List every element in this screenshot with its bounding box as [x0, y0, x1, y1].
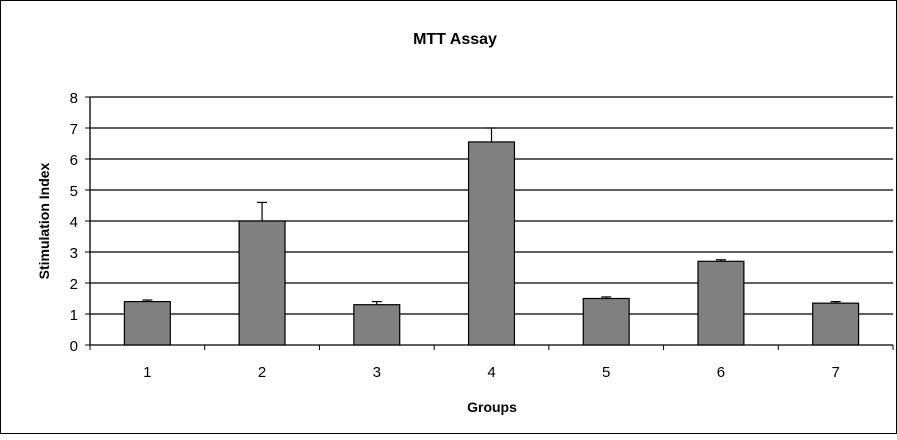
y-tick-label: 4: [70, 214, 78, 231]
x-tick-label: 3: [373, 364, 381, 381]
x-tick-label: 6: [717, 364, 725, 381]
bar: [467, 141, 516, 346]
y-tick-label: 3: [70, 245, 78, 262]
plot-area: 0 1 2 3 4 5 6 7 8 1 2 3 4 5 6 7: [70, 90, 894, 381]
bar: [123, 301, 171, 346]
y-tick-label: 6: [70, 152, 78, 169]
y-tick-label: 1: [70, 307, 78, 324]
y-tick-label: 8: [70, 90, 78, 107]
x-tick-label: 1: [143, 364, 151, 381]
bar: [582, 297, 630, 346]
y-axis-label: Stimulation Index: [36, 162, 52, 279]
y-tick-label: 5: [70, 183, 78, 200]
x-tick-label: 7: [831, 364, 839, 381]
bar: [812, 302, 860, 346]
x-tick-label: 2: [258, 364, 266, 381]
y-tick-label: 2: [70, 276, 78, 293]
chart-title: MTT Assay: [413, 31, 497, 48]
bar: [238, 220, 286, 346]
bar: [697, 260, 745, 346]
x-tick-label: 4: [487, 364, 495, 381]
y-tick-label: 7: [70, 121, 78, 138]
x-tick-label: 5: [602, 364, 610, 381]
bar: [353, 304, 401, 346]
x-axis-label: Groups: [467, 399, 517, 415]
y-tick-label: 0: [70, 338, 78, 355]
